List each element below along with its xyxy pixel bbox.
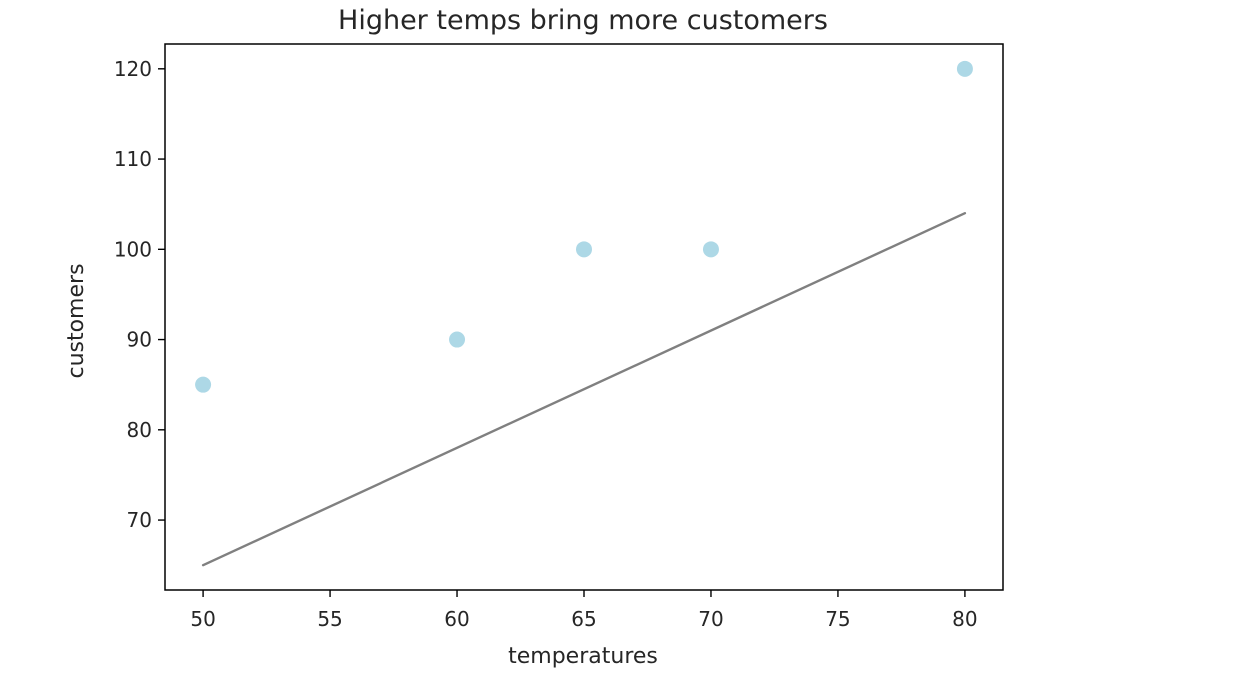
scatter-point — [956, 60, 973, 77]
y-tick-label: 70 — [127, 508, 152, 532]
scatter-point — [702, 241, 719, 258]
x-axis-ticks: 50 55 60 65 70 75 80 — [190, 590, 978, 631]
x-tick-label: 60 — [444, 607, 469, 631]
x-tick-label: 70 — [698, 607, 723, 631]
x-tick-label: 50 — [190, 607, 215, 631]
y-tick-label: 110 — [114, 147, 152, 171]
x-axis-label: temperatures — [508, 644, 658, 669]
scatter-point-layer — [195, 60, 973, 393]
scatter-point — [576, 241, 592, 258]
x-tick-label: 55 — [317, 607, 342, 631]
y-tick-label: 90 — [127, 328, 152, 352]
y-tick-label: 120 — [114, 57, 152, 81]
y-tick-label: 80 — [127, 418, 152, 442]
scatter-point — [449, 331, 466, 348]
x-tick-label: 75 — [825, 607, 850, 631]
x-tick-label: 80 — [952, 607, 977, 631]
trend-line-layer — [201, 212, 967, 567]
trend-line — [201, 212, 967, 567]
y-tick-label: 100 — [114, 237, 152, 261]
y-axis-label: customers — [64, 263, 89, 378]
y-axis-ticks: 70 80 90 100 110 120 — [114, 57, 165, 532]
chart-title: Higher temps bring more customers — [338, 5, 828, 36]
x-tick-label: 65 — [571, 607, 596, 631]
scatter-point — [195, 376, 212, 393]
